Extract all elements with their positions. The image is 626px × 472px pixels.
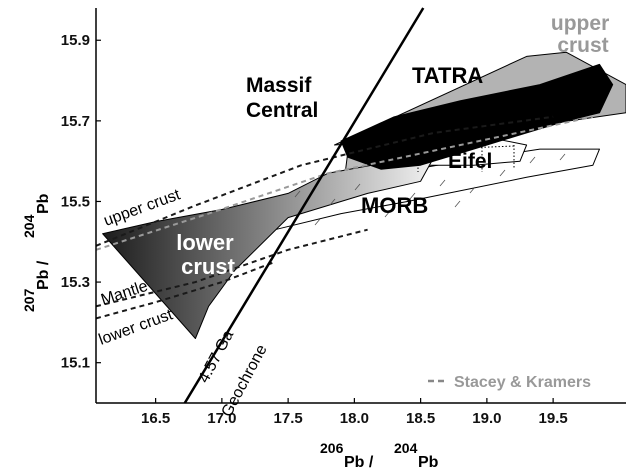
x-axis-title-pre2: 204: [394, 440, 418, 456]
stacey-kramers-upper-crust: [96, 115, 554, 247]
x-axis-title-pre: 206: [320, 440, 344, 456]
label-massif-central: Massif Central: [246, 74, 318, 122]
x-tick-label: 17.0: [207, 410, 236, 427]
stacey-kramers-orogene: [96, 115, 594, 251]
morb-hatching: [294, 153, 566, 226]
label-lower-crust-field-line2: crust: [181, 254, 235, 279]
geochrone-line: [183, 7, 425, 404]
y-tick-label: 15.7: [61, 113, 90, 130]
label-upper-crust-right-line2: crust: [557, 34, 608, 57]
x-tick-label: 19.5: [539, 410, 568, 427]
y-tick-label: 15.9: [61, 32, 90, 49]
x-tick-label: 16.5: [141, 410, 170, 427]
label-massif-central-line1: Massif: [246, 74, 312, 97]
label-morb: MORB: [361, 193, 428, 218]
label-tatra: TATRA: [412, 63, 483, 88]
y-tick-label: 15.3: [61, 274, 90, 291]
x-tick-label: 18.5: [406, 410, 435, 427]
stacey-kramers-lower-crust: [96, 260, 276, 320]
y-axis-title: 207 Pb / 204 Pb: [21, 193, 52, 312]
legend-label: Stacey & Kramers: [454, 374, 591, 391]
y-axis-title-base1: Pb /: [35, 256, 52, 290]
x-tick-label: 19.0: [472, 410, 501, 427]
tatra-field: [340, 63, 614, 170]
label-lower-crust-field-line1: lower: [176, 230, 234, 255]
y-axis-title-pre2: 204: [21, 214, 37, 238]
label-upper-crust-right: upper crust: [551, 12, 615, 57]
label-massif-central-line2: Central: [246, 99, 318, 122]
y-tick-label: 15.5: [61, 193, 90, 210]
label-lower-crust-field: lower crust: [176, 230, 240, 279]
x-tick-label: 18.0: [340, 410, 369, 427]
axis-ticks: 16.5 17.0 17.5 18.0 18.5 19.0 19.5 15.1 15.3 15.5…: [61, 32, 568, 427]
x-tick-label: 17.5: [274, 410, 303, 427]
stacey-kramers-curves: [96, 115, 594, 320]
label-mantle-curve: Mantle: [99, 278, 150, 309]
y-axis-title-pre: 207: [21, 288, 37, 312]
y-axis-title-base2: Pb: [35, 193, 52, 214]
label-eifel: Eifel: [448, 150, 492, 173]
label-geochrone-age: 4.57 Ga: [196, 328, 238, 386]
x-axis-title-base2: Pb: [418, 454, 439, 471]
x-axis-title-base1: Pb /: [344, 454, 378, 471]
x-axis-title: 206 Pb / 204 Pb: [320, 440, 439, 471]
label-lower-crust-curve: lower crust: [97, 306, 176, 349]
lower-crust-field: [102, 156, 435, 339]
y-tick-label: 15.1: [61, 355, 90, 372]
label-upper-crust-right-line1: upper: [551, 12, 609, 35]
